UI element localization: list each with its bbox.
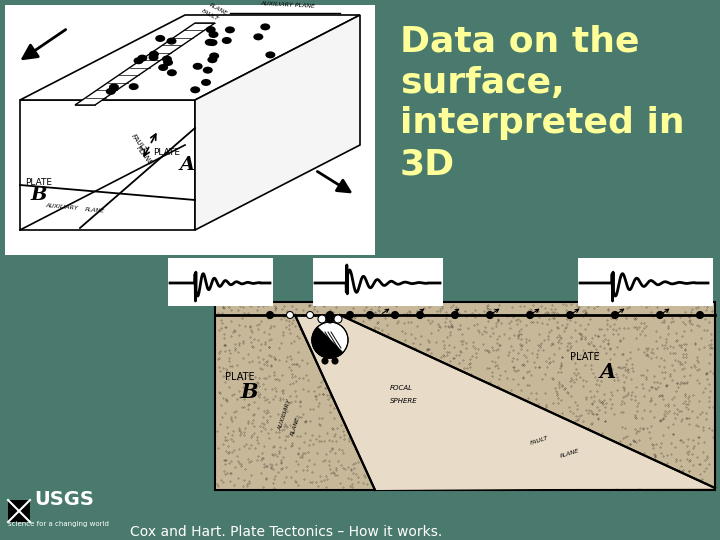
Text: PLATE: PLATE xyxy=(25,178,52,187)
Polygon shape xyxy=(75,23,215,105)
Circle shape xyxy=(346,312,354,319)
Text: FOCAL: FOCAL xyxy=(390,385,413,391)
Ellipse shape xyxy=(203,66,212,73)
Ellipse shape xyxy=(133,57,143,64)
Ellipse shape xyxy=(148,54,158,61)
Text: PLANE: PLANE xyxy=(290,415,301,436)
Circle shape xyxy=(332,358,338,364)
Bar xyxy=(168,258,273,306)
Circle shape xyxy=(287,312,294,319)
Circle shape xyxy=(266,312,274,319)
Bar xyxy=(313,258,443,306)
Ellipse shape xyxy=(166,38,176,45)
Text: PLATE: PLATE xyxy=(225,372,255,382)
Ellipse shape xyxy=(260,23,270,30)
Text: B: B xyxy=(240,382,258,402)
Ellipse shape xyxy=(138,55,148,62)
Circle shape xyxy=(366,312,374,319)
Circle shape xyxy=(326,312,333,319)
Text: Data on the
surface,
interpreted in
3D: Data on the surface, interpreted in 3D xyxy=(400,25,685,181)
Circle shape xyxy=(307,312,313,319)
Ellipse shape xyxy=(158,64,168,71)
Ellipse shape xyxy=(222,37,232,44)
Text: SPHERE: SPHERE xyxy=(390,398,418,404)
Ellipse shape xyxy=(207,39,217,46)
Ellipse shape xyxy=(253,33,264,40)
Text: FAULT: FAULT xyxy=(530,435,550,446)
Ellipse shape xyxy=(207,56,217,63)
Circle shape xyxy=(567,312,574,319)
Ellipse shape xyxy=(225,26,235,33)
Text: PLATE: PLATE xyxy=(570,352,600,362)
Ellipse shape xyxy=(206,26,216,33)
Ellipse shape xyxy=(201,79,211,86)
Ellipse shape xyxy=(109,84,119,91)
Circle shape xyxy=(696,312,703,319)
Text: PLANE: PLANE xyxy=(560,448,581,459)
Ellipse shape xyxy=(190,86,200,93)
Text: AUXILIARY: AUXILIARY xyxy=(45,203,78,211)
Text: AUXILIARY PLANE: AUXILIARY PLANE xyxy=(260,1,315,9)
Ellipse shape xyxy=(193,63,202,70)
Text: PLANE: PLANE xyxy=(208,2,228,16)
Text: FAULT: FAULT xyxy=(130,133,148,153)
Ellipse shape xyxy=(210,52,219,59)
Circle shape xyxy=(326,315,334,323)
Text: AUXILIARY: AUXILIARY xyxy=(278,398,293,431)
Circle shape xyxy=(312,322,348,358)
Circle shape xyxy=(611,312,618,319)
Ellipse shape xyxy=(106,88,116,95)
Text: B: B xyxy=(30,186,47,204)
Text: A: A xyxy=(180,156,195,174)
Text: A: A xyxy=(600,362,616,382)
Bar xyxy=(215,302,715,490)
Bar xyxy=(8,500,30,522)
Text: FAULT: FAULT xyxy=(200,9,219,22)
Polygon shape xyxy=(195,15,360,230)
Polygon shape xyxy=(20,100,195,230)
Text: PLANE: PLANE xyxy=(135,145,153,166)
Ellipse shape xyxy=(149,51,159,58)
Circle shape xyxy=(334,315,342,323)
Ellipse shape xyxy=(209,31,218,38)
Circle shape xyxy=(318,315,326,323)
Ellipse shape xyxy=(266,51,275,58)
Ellipse shape xyxy=(204,39,215,46)
Bar xyxy=(578,258,713,306)
Ellipse shape xyxy=(129,83,139,90)
Ellipse shape xyxy=(156,35,165,42)
Bar xyxy=(5,5,375,255)
Circle shape xyxy=(416,312,423,319)
Polygon shape xyxy=(312,327,343,358)
Circle shape xyxy=(322,358,328,364)
Circle shape xyxy=(526,312,534,319)
Ellipse shape xyxy=(163,59,173,66)
Polygon shape xyxy=(295,315,715,490)
Circle shape xyxy=(487,312,493,319)
Circle shape xyxy=(392,312,398,319)
Text: USGS: USGS xyxy=(34,490,94,509)
Ellipse shape xyxy=(167,69,177,76)
Text: PLATE: PLATE xyxy=(153,148,180,157)
Ellipse shape xyxy=(162,56,172,63)
Polygon shape xyxy=(20,15,360,100)
Text: PLANE: PLANE xyxy=(85,207,106,214)
Circle shape xyxy=(657,312,664,319)
Text: science for a changing world: science for a changing world xyxy=(8,521,109,527)
Circle shape xyxy=(451,312,459,319)
Text: Cox and Hart. Plate Tectonics – How it works.: Cox and Hart. Plate Tectonics – How it w… xyxy=(130,525,442,539)
